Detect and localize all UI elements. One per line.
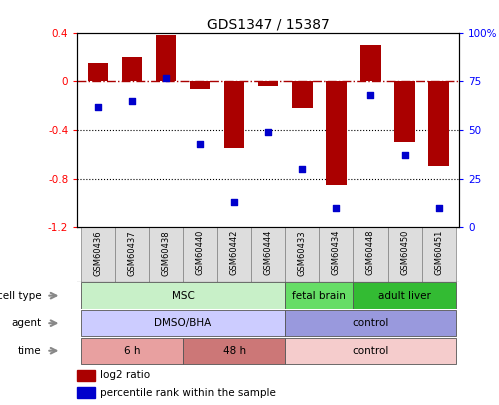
Text: GSM60433: GSM60433 bbox=[298, 230, 307, 275]
Bar bbox=[258, 81, 278, 86]
Point bbox=[264, 129, 272, 135]
Bar bbox=[183, 227, 217, 282]
Text: cell type: cell type bbox=[0, 291, 41, 301]
Text: GSM60448: GSM60448 bbox=[366, 230, 375, 275]
Bar bbox=[429, 81, 449, 166]
Bar bbox=[285, 227, 319, 282]
Bar bbox=[217, 227, 251, 282]
Bar bbox=[251, 227, 285, 282]
Bar bbox=[388, 227, 422, 282]
Title: GDS1347 / 15387: GDS1347 / 15387 bbox=[207, 18, 329, 32]
Point bbox=[94, 103, 102, 110]
Bar bbox=[149, 227, 183, 282]
Text: MSC: MSC bbox=[172, 291, 195, 301]
Text: log2 ratio: log2 ratio bbox=[100, 371, 150, 380]
Point bbox=[435, 205, 443, 211]
Text: time: time bbox=[17, 346, 41, 356]
Bar bbox=[77, 370, 95, 381]
Point bbox=[128, 98, 136, 104]
Bar bbox=[394, 81, 415, 142]
Text: control: control bbox=[352, 318, 389, 328]
Text: 48 h: 48 h bbox=[223, 346, 246, 356]
Bar bbox=[285, 337, 456, 364]
Point bbox=[230, 199, 238, 205]
Text: GSM60450: GSM60450 bbox=[400, 230, 409, 275]
Point bbox=[332, 205, 340, 211]
Bar bbox=[81, 337, 183, 364]
Bar bbox=[326, 81, 347, 185]
Text: GSM60434: GSM60434 bbox=[332, 230, 341, 275]
Text: adult liver: adult liver bbox=[378, 291, 431, 301]
Text: control: control bbox=[352, 346, 389, 356]
Text: GSM60442: GSM60442 bbox=[230, 230, 239, 275]
Bar bbox=[319, 227, 353, 282]
Bar bbox=[360, 45, 381, 81]
Text: percentile rank within the sample: percentile rank within the sample bbox=[100, 388, 275, 398]
Bar bbox=[87, 63, 108, 81]
Bar bbox=[81, 282, 285, 309]
Bar bbox=[183, 337, 285, 364]
Bar bbox=[353, 227, 388, 282]
Text: GSM60451: GSM60451 bbox=[434, 230, 443, 275]
Bar bbox=[81, 227, 115, 282]
Bar bbox=[353, 282, 456, 309]
Bar bbox=[422, 227, 456, 282]
Bar bbox=[285, 310, 456, 337]
Text: agent: agent bbox=[11, 318, 41, 328]
Point bbox=[162, 74, 170, 81]
Text: GSM60436: GSM60436 bbox=[93, 230, 102, 275]
Point bbox=[298, 166, 306, 172]
Text: fetal brain: fetal brain bbox=[292, 291, 346, 301]
Point bbox=[366, 92, 374, 98]
Text: GSM60440: GSM60440 bbox=[196, 230, 205, 275]
Bar bbox=[285, 282, 353, 309]
Bar bbox=[156, 35, 176, 81]
Text: GSM60437: GSM60437 bbox=[127, 230, 136, 275]
Bar bbox=[122, 57, 142, 81]
Text: GSM60438: GSM60438 bbox=[162, 230, 171, 275]
Bar bbox=[77, 387, 95, 398]
Point bbox=[196, 141, 204, 147]
Point bbox=[401, 152, 409, 158]
Bar bbox=[81, 310, 285, 337]
Text: 6 h: 6 h bbox=[124, 346, 140, 356]
Text: GSM60444: GSM60444 bbox=[263, 230, 273, 275]
Bar bbox=[190, 81, 210, 89]
Bar bbox=[115, 227, 149, 282]
Text: DMSO/BHA: DMSO/BHA bbox=[154, 318, 212, 328]
Bar bbox=[292, 81, 312, 108]
Bar bbox=[224, 81, 245, 148]
